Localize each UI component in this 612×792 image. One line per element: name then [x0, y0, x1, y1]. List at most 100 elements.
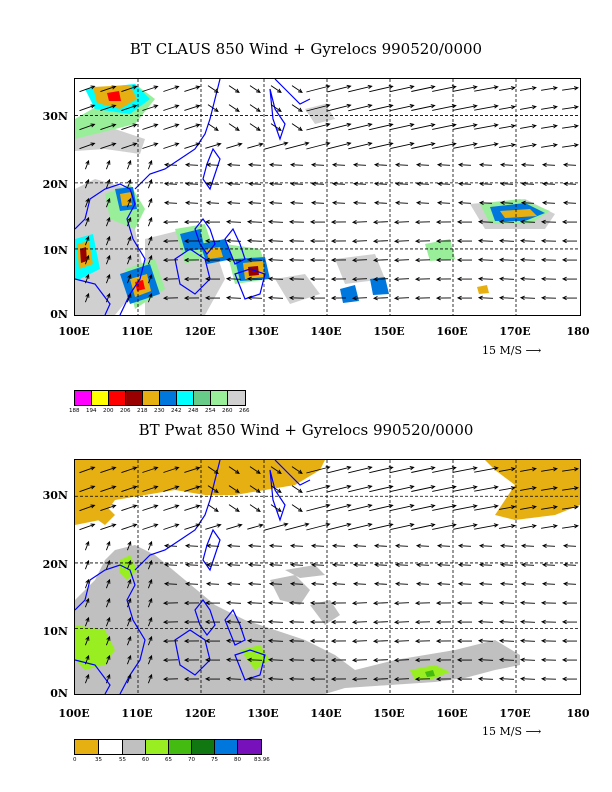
wind-vector-arrow: [562, 467, 579, 472]
wind-vector-arrow: [184, 162, 199, 167]
wind-vector-arrow: [331, 581, 346, 586]
panel2-lon-label-170e: 170E: [499, 707, 531, 720]
wind-vector-arrow: [498, 657, 515, 662]
wind-vector-arrow: [306, 103, 331, 112]
wind-vector-arrow: [225, 676, 242, 681]
wind-vector-arrow: [499, 105, 516, 110]
wind-vector-arrow: [225, 219, 242, 224]
panel1-legend-swatch: [109, 391, 126, 405]
wind-vector-arrow: [519, 238, 536, 243]
wind-vector-arrow: [247, 581, 262, 586]
wind-vector-arrow: [393, 277, 410, 282]
panel2-legend-label: 65: [165, 757, 172, 763]
panel2-legend-swatch: [192, 740, 215, 754]
wind-vector-arrow: [126, 597, 132, 608]
panel1-lon-label-150e: 150E: [373, 325, 405, 338]
wind-vector-arrow: [330, 676, 347, 682]
wind-vector-arrow: [147, 159, 153, 170]
wind-vector-arrow: [499, 505, 516, 510]
wind-vector-arrow: [267, 638, 284, 643]
wind-vector-arrow: [390, 123, 415, 131]
panel2-wind-vectors: [79, 465, 579, 684]
wind-vector-arrow: [225, 295, 242, 300]
wind-vector-arrow: [246, 276, 263, 281]
wind-vector-arrow: [84, 159, 90, 170]
wind-vector-arrow: [499, 124, 516, 129]
panel2-legend-label: 35: [95, 757, 102, 763]
wind-vector-arrow: [268, 581, 283, 586]
panel1-legend-label: 260: [222, 408, 233, 414]
wind-vector-arrow: [306, 84, 331, 93]
wind-vector-arrow: [369, 503, 394, 512]
wind-vector-arrow: [411, 523, 436, 530]
wind-vector-arrow: [331, 181, 346, 186]
wind-vector-arrow: [351, 620, 368, 625]
wind-vector-arrow: [267, 619, 284, 624]
wind-vector-arrow: [330, 657, 347, 663]
wind-vector-arrow: [163, 123, 180, 130]
wind-vector-arrow: [121, 504, 138, 512]
wind-vector-arrow: [540, 257, 557, 263]
wind-vector-arrow: [126, 673, 132, 684]
wind-vector-arrow: [105, 254, 111, 265]
wind-vector-arrow: [226, 543, 241, 548]
wind-vector-arrow: [310, 581, 325, 586]
wind-vector-arrow: [225, 600, 242, 605]
wind-vector-arrow: [415, 543, 430, 548]
wind-vector-arrow: [163, 581, 178, 586]
wind-vector-arrow: [183, 638, 200, 644]
panel1-legend-swatch: [228, 391, 245, 405]
wind-vector-arrow: [498, 600, 515, 605]
wind-vector-arrow: [142, 523, 159, 530]
wind-vector-arrow: [561, 257, 578, 263]
wind-vector-arrow: [390, 485, 415, 493]
wind-vector-arrow: [435, 638, 452, 644]
wind-vector-arrow: [432, 104, 457, 111]
wind-vector-arrow: [457, 200, 472, 205]
wind-vector-arrow: [142, 104, 159, 111]
wind-vector-arrow: [541, 162, 556, 167]
panel1-legend-label: 188: [69, 408, 80, 414]
wind-vector-arrow: [474, 523, 499, 530]
wind-vector-arrow: [457, 562, 472, 567]
wind-vector-arrow: [393, 677, 410, 682]
wind-vector-arrow: [351, 239, 368, 244]
wind-vector-arrow: [520, 505, 537, 510]
wind-vector-arrow: [414, 657, 431, 663]
wind-vector-arrow: [288, 657, 305, 663]
wind-vector-arrow: [126, 616, 132, 627]
wind-vector-arrow: [84, 597, 90, 608]
wind-vector-arrow: [414, 619, 431, 625]
wind-vector-arrow: [330, 238, 347, 244]
wind-vector-arrow: [246, 638, 263, 643]
wind-vector-arrow: [436, 581, 451, 586]
wind-vector-arrow: [226, 181, 241, 186]
wind-vector-arrow: [226, 581, 241, 586]
panel2-gridlines: [75, 460, 580, 694]
wind-vector-arrow: [456, 657, 473, 663]
wind-vector-arrow: [184, 142, 201, 149]
wind-vector-arrow: [351, 658, 368, 663]
panel1-legend-swatch: [92, 391, 109, 405]
wind-vector-arrow: [373, 562, 388, 567]
wind-vector-arrow: [270, 104, 282, 112]
wind-vector-arrow: [204, 676, 221, 682]
wind-vector-arrow: [519, 600, 536, 605]
wind-vector-arrow: [498, 676, 515, 681]
wind-vector-arrow: [147, 197, 153, 208]
wind-vector-arrow: [435, 257, 452, 263]
wind-vector-arrow: [142, 142, 159, 149]
wind-vector-arrow: [285, 141, 310, 150]
panel1-legend-label: 254: [205, 408, 216, 414]
wind-vector-arrow: [289, 181, 304, 186]
wind-vector-arrow: [147, 578, 153, 589]
wind-vector-arrow: [100, 466, 117, 474]
wind-vector-arrow: [456, 276, 473, 282]
panel2-legend-label: 75: [211, 757, 218, 763]
wind-vector-arrow: [519, 257, 536, 262]
wind-vector-arrow: [268, 181, 283, 186]
wind-vector-arrow: [351, 296, 368, 301]
wind-vector-arrow: [147, 559, 153, 570]
panel2-lon-label-160e: 160E: [436, 707, 468, 720]
wind-vector-arrow: [163, 523, 180, 530]
